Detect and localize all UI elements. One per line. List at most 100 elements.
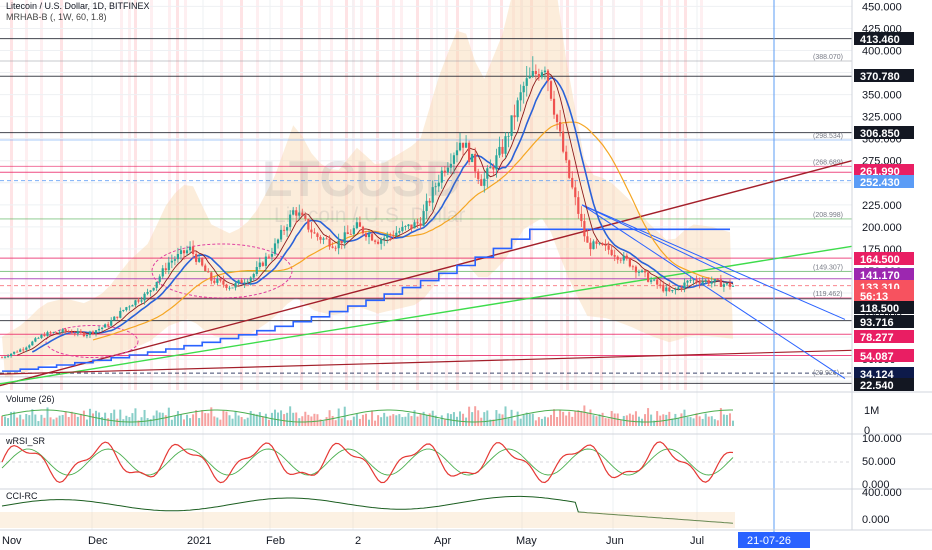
fib-label: (149.307): [813, 265, 843, 272]
candle-body: [428, 200, 431, 203]
candle-body: [176, 254, 180, 260]
candle-body: [79, 331, 82, 333]
volume-bar: [152, 415, 155, 426]
volume-bar: [577, 410, 580, 426]
candle-body: [410, 224, 413, 229]
candle-body: [273, 243, 277, 254]
volume-bar: [650, 414, 653, 426]
event-stripe: [128, 0, 131, 390]
candle-body: [477, 171, 480, 180]
candle-body: [671, 290, 674, 292]
candle-body: [55, 332, 58, 333]
candle-body: [577, 197, 580, 214]
candle-body: [449, 163, 453, 168]
volume-bar: [28, 415, 31, 426]
indicator-title[interactable]: MRHAB-B (, 1W, 60, 1.8): [6, 12, 107, 22]
cursor-date-label: [738, 532, 810, 548]
candle-body: [471, 153, 474, 162]
event-stripe: [640, 0, 643, 390]
symbol-title[interactable]: Litecoin / U.S. Dollar, 1D, BITFINEX: [6, 1, 150, 11]
volume-bar: [513, 420, 516, 426]
rsi-tick: 0.000: [862, 479, 890, 491]
event-stripe: [300, 0, 303, 390]
volume-bar: [119, 409, 122, 426]
candle-body: [13, 351, 16, 354]
volume-bar: [698, 416, 701, 426]
volume-bar: [125, 415, 128, 426]
volume-pane-label[interactable]: Volume (26): [6, 394, 55, 404]
volume-bar: [559, 410, 562, 426]
price-label: [854, 349, 914, 362]
candle-body: [704, 280, 707, 282]
wrsi-pane-label[interactable]: wRSI_SR: [6, 436, 46, 446]
volume-bar: [392, 414, 395, 426]
volume-bar: [459, 411, 462, 426]
candle-body: [313, 232, 316, 234]
candle-body: [552, 98, 556, 115]
candle-body: [631, 266, 635, 268]
volume-bar: [722, 414, 725, 426]
volume-bar: [304, 411, 307, 426]
candle-body: [0, 357, 4, 359]
event-stripe: [416, 0, 419, 390]
volume-bar: [695, 413, 698, 426]
volume-bar: [143, 409, 146, 426]
volume-bar: [195, 410, 198, 426]
cci-pane-label[interactable]: CCI-RC: [6, 491, 38, 501]
volume-bar: [647, 408, 650, 426]
price-label: [854, 252, 914, 265]
candle-body: [507, 135, 510, 137]
volume-bar: [325, 417, 328, 426]
candle-body: [349, 233, 352, 235]
volume-bar: [501, 414, 504, 426]
event-stripe: [500, 0, 503, 390]
candle-body: [188, 246, 192, 251]
candle-body: [440, 170, 443, 183]
volume-bar: [49, 417, 52, 426]
price-label: [854, 330, 914, 343]
volume-bar: [437, 419, 440, 426]
stepped-line: [2, 228, 730, 372]
candle-body: [398, 231, 401, 233]
candle-body: [722, 284, 726, 287]
volume-bar: [452, 412, 455, 426]
volume-bar: [213, 416, 216, 426]
volume-bar: [316, 414, 319, 426]
volume-bar: [55, 417, 58, 426]
volume-bar: [537, 417, 540, 426]
price-label-text: 306.850: [860, 128, 900, 140]
volume-bar: [601, 412, 604, 426]
candle-body: [146, 291, 149, 294]
volume-bar: [64, 411, 67, 426]
volume-bar: [186, 414, 189, 426]
candle-body: [383, 237, 386, 240]
time-tick: Nov: [2, 535, 22, 547]
volume-bar: [91, 413, 94, 426]
candle-body: [710, 281, 713, 284]
candle-body: [243, 282, 246, 284]
event-stripe: [10, 0, 13, 390]
candle-body: [140, 300, 143, 302]
volume-bar: [225, 411, 228, 426]
volume-bar: [644, 414, 647, 426]
candle-body: [204, 265, 207, 272]
candle-body: [352, 228, 355, 235]
price-label: [854, 32, 914, 45]
volume-bar: [267, 419, 270, 426]
price-label-text: 54.087: [860, 351, 894, 363]
fib-label: (388.070): [813, 54, 843, 61]
candle-body: [574, 187, 577, 198]
volume-bar: [149, 419, 152, 426]
volume-bar: [680, 413, 683, 426]
cci-tick: 0.000: [862, 514, 890, 526]
event-stripe: [456, 0, 459, 390]
event-stripe: [60, 0, 63, 390]
event-stripe: [684, 0, 687, 390]
candle-body: [207, 271, 210, 273]
volume-bar: [113, 409, 116, 426]
candle-body: [659, 284, 662, 286]
volume-bar: [355, 413, 358, 426]
candle-body: [565, 151, 568, 161]
